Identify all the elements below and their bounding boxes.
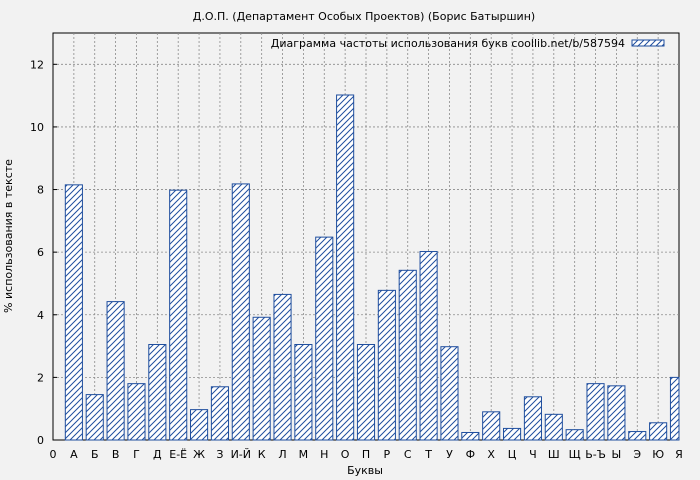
x-tick-label: К: [258, 448, 266, 461]
x-tick-label: Т: [424, 448, 432, 461]
bar: [440, 346, 459, 441]
x-tick-label: Ц: [508, 448, 517, 461]
x-tick-label: Д: [153, 448, 162, 461]
x-tick-label: П: [362, 448, 370, 461]
x-tick-label: Е-Ё: [169, 448, 187, 461]
x-tick-label: З: [216, 448, 223, 461]
bar: [106, 301, 125, 441]
bar: [461, 431, 480, 441]
y-axis-label: % использования в тексте: [2, 159, 15, 313]
bar: [273, 293, 292, 441]
x-tick-label: Х: [487, 448, 495, 461]
x-tick-label: Ч: [529, 448, 537, 461]
x-tick-label: И-Й: [231, 448, 251, 461]
bar: [607, 385, 626, 441]
bar: [377, 289, 396, 441]
bar: [649, 422, 668, 441]
x-tick-label: М: [299, 448, 309, 461]
x-tick-label: Б: [91, 448, 99, 461]
bar: [127, 383, 146, 441]
x-tick-label: Ш: [548, 448, 560, 461]
bar: [628, 431, 647, 441]
bar: [523, 396, 542, 441]
bar: [482, 411, 501, 441]
x-tick-label: Р: [384, 448, 391, 461]
chart-title: Д.О.П. (Департамент Особых Проектов) (Бо…: [193, 10, 535, 23]
x-tick-label: Э: [633, 448, 641, 461]
bar: [252, 316, 271, 441]
bar: [398, 269, 417, 441]
bar: [231, 183, 250, 441]
bar: [565, 429, 584, 441]
x-tick-label: Щ: [569, 448, 581, 461]
bars: [64, 94, 680, 441]
bar: [169, 189, 188, 441]
bar: [64, 184, 83, 441]
bar: [294, 344, 313, 441]
bar: [586, 383, 605, 441]
x-tick-label: Г: [133, 448, 140, 461]
bar: [336, 94, 355, 441]
x-tick-label: Ю: [652, 448, 664, 461]
legend-swatch: [631, 39, 665, 47]
y-tick-label: 6: [37, 246, 44, 259]
bar: [356, 344, 376, 441]
legend-label: Диаграмма частоты использования букв coo…: [271, 37, 625, 50]
y-tick-label: 2: [37, 371, 44, 384]
y-tick-label: 0: [37, 434, 44, 447]
y-tick-label: 12: [30, 58, 44, 71]
bar: [503, 427, 522, 441]
x-tick-label: Л: [278, 448, 286, 461]
bar: [85, 394, 104, 441]
bar: [148, 344, 167, 441]
x-tick-label: Я: [675, 448, 683, 461]
y-tick-label: 8: [37, 184, 44, 197]
x-tick-labels: 0 А Б В Г Д Е-Ё Ж З И-Й К Л М Н О П Р С Т У Ф Х Ц Ч Ш Щ Ь-Ъ Ы Э Ю Я: [50, 448, 683, 461]
bar: [190, 409, 209, 441]
x-tick-label: Ь-Ъ: [585, 448, 606, 461]
y-tick-label: 10: [30, 121, 44, 134]
bar: [669, 376, 680, 441]
x-tick-label: С: [404, 448, 412, 461]
x-tick-label: 0: [50, 448, 57, 461]
y-tick-labels: 0 2 4 6 8 10 12: [30, 58, 44, 447]
legend: Диаграмма частоты использования букв coo…: [271, 37, 665, 50]
x-axis-label: Буквы: [347, 464, 383, 477]
y-tick-label: 4: [37, 309, 44, 322]
x-tick-label: Ф: [466, 448, 475, 461]
x-tick-label: Ж: [193, 448, 205, 461]
x-tick-label: У: [446, 448, 453, 461]
x-tick-label: В: [112, 448, 120, 461]
bar: [419, 251, 438, 441]
bar: [210, 386, 229, 441]
x-tick-label: А: [70, 448, 78, 461]
x-tick-label: Ы: [612, 448, 622, 461]
bar: [544, 413, 563, 441]
x-tick-label: О: [341, 448, 350, 461]
bar: [315, 236, 334, 441]
x-tick-label: Н: [320, 448, 328, 461]
